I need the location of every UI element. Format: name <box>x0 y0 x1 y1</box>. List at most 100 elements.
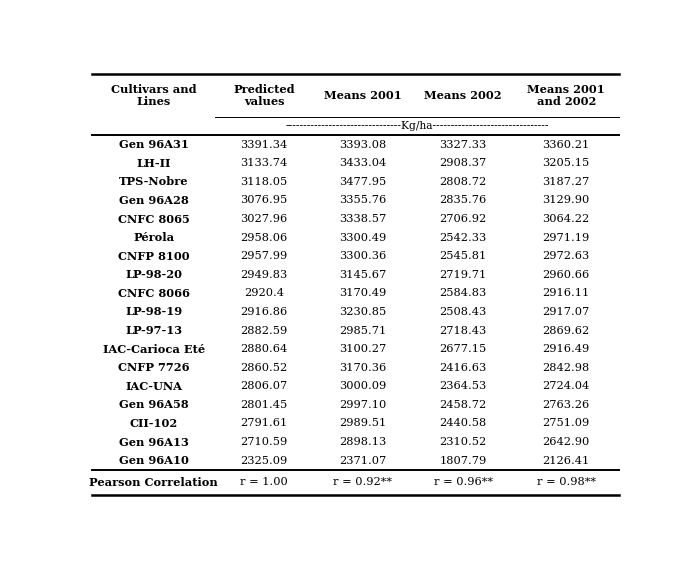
Text: IAC-UNA: IAC-UNA <box>125 381 183 392</box>
Text: 3300.49: 3300.49 <box>339 233 387 243</box>
Text: 2126.41: 2126.41 <box>543 455 590 466</box>
Text: 3360.21: 3360.21 <box>543 140 590 150</box>
Text: 2806.07: 2806.07 <box>240 381 287 391</box>
Text: 2508.43: 2508.43 <box>439 307 486 317</box>
Text: 2458.72: 2458.72 <box>439 400 486 410</box>
Text: Means 2001
and 2002: Means 2001 and 2002 <box>527 83 605 108</box>
Text: 2440.58: 2440.58 <box>439 418 486 428</box>
Text: 2916.49: 2916.49 <box>543 344 590 354</box>
Text: 3477.95: 3477.95 <box>339 177 387 187</box>
Text: 2677.15: 2677.15 <box>439 344 486 354</box>
Text: 3170.49: 3170.49 <box>339 288 387 298</box>
Text: 3205.15: 3205.15 <box>543 158 590 168</box>
Text: r = 0.98**: r = 0.98** <box>536 477 595 487</box>
Text: 3118.05: 3118.05 <box>240 177 287 187</box>
Text: 3064.22: 3064.22 <box>543 214 590 224</box>
Text: 3187.27: 3187.27 <box>543 177 590 187</box>
Text: 2989.51: 2989.51 <box>339 418 387 428</box>
Text: LP-98-19: LP-98-19 <box>125 306 183 318</box>
Text: CNFC 8065: CNFC 8065 <box>118 213 189 225</box>
Text: 2808.72: 2808.72 <box>439 177 486 187</box>
Text: 2763.26: 2763.26 <box>543 400 590 410</box>
Text: 2860.52: 2860.52 <box>240 363 287 373</box>
Text: 2706.92: 2706.92 <box>439 214 486 224</box>
Text: 2869.62: 2869.62 <box>543 325 590 336</box>
Text: 3145.67: 3145.67 <box>339 270 387 280</box>
Text: Cultivars and
Lines: Cultivars and Lines <box>111 83 196 108</box>
Text: 2880.64: 2880.64 <box>240 344 287 354</box>
Text: Means 2002: Means 2002 <box>424 90 502 101</box>
Text: CNFP 7726: CNFP 7726 <box>118 362 189 373</box>
Text: Pérola: Pérola <box>133 232 174 243</box>
Text: Means 2001: Means 2001 <box>324 90 402 101</box>
Text: 2917.07: 2917.07 <box>543 307 590 317</box>
Text: 3391.34: 3391.34 <box>240 140 287 150</box>
Text: 2719.71: 2719.71 <box>439 270 486 280</box>
Text: 2916.86: 2916.86 <box>240 307 287 317</box>
Text: 3230.85: 3230.85 <box>339 307 387 317</box>
Text: 2416.63: 2416.63 <box>439 363 486 373</box>
Text: 3076.95: 3076.95 <box>240 195 287 205</box>
Text: 2985.71: 2985.71 <box>339 325 387 336</box>
Text: 2972.63: 2972.63 <box>543 251 590 261</box>
Text: 1807.79: 1807.79 <box>439 455 486 466</box>
Text: Gen 96A13: Gen 96A13 <box>119 436 189 448</box>
Text: 3393.08: 3393.08 <box>339 140 387 150</box>
Text: 3327.33: 3327.33 <box>439 140 486 150</box>
Text: 2710.59: 2710.59 <box>240 437 287 447</box>
Text: 3170.36: 3170.36 <box>339 363 387 373</box>
Text: 2842.98: 2842.98 <box>543 363 590 373</box>
Text: 3433.04: 3433.04 <box>339 158 387 168</box>
Text: Gen 96A28: Gen 96A28 <box>119 195 189 206</box>
Text: LH-II: LH-II <box>137 158 171 169</box>
Text: 2584.83: 2584.83 <box>439 288 486 298</box>
Text: 3027.96: 3027.96 <box>240 214 287 224</box>
Text: CII-102: CII-102 <box>130 418 178 429</box>
Text: 2949.83: 2949.83 <box>240 270 287 280</box>
Text: CNFC 8066: CNFC 8066 <box>118 288 189 299</box>
Text: LP-97-13: LP-97-13 <box>125 325 183 336</box>
Text: 2545.81: 2545.81 <box>439 251 486 261</box>
Text: 2920.4: 2920.4 <box>244 288 284 298</box>
Text: 2916.11: 2916.11 <box>543 288 590 298</box>
Text: 2364.53: 2364.53 <box>439 381 486 391</box>
Text: 2958.06: 2958.06 <box>240 233 287 243</box>
Text: 2957.99: 2957.99 <box>240 251 287 261</box>
Text: 2310.52: 2310.52 <box>439 437 486 447</box>
Text: 2997.10: 2997.10 <box>339 400 387 410</box>
Text: TPS-Nobre: TPS-Nobre <box>119 176 189 187</box>
Text: 3355.76: 3355.76 <box>339 195 387 205</box>
Text: 2542.33: 2542.33 <box>439 233 486 243</box>
Text: Pearson Correlation: Pearson Correlation <box>90 477 218 488</box>
Text: r = 1.00: r = 1.00 <box>240 477 288 487</box>
Text: Gen 96A10: Gen 96A10 <box>119 455 189 466</box>
Text: IAC-Carioca Eté: IAC-Carioca Eté <box>103 343 205 355</box>
Text: 2960.66: 2960.66 <box>543 270 590 280</box>
Text: 3129.90: 3129.90 <box>543 195 590 205</box>
Text: 2898.13: 2898.13 <box>339 437 387 447</box>
Text: Gen 96A31: Gen 96A31 <box>119 139 189 150</box>
Text: 2908.37: 2908.37 <box>439 158 486 168</box>
Text: Predicted
values: Predicted values <box>233 83 295 108</box>
Text: 2801.45: 2801.45 <box>240 400 287 410</box>
Text: 2971.19: 2971.19 <box>543 233 590 243</box>
Text: 2371.07: 2371.07 <box>339 455 387 466</box>
Text: 2718.43: 2718.43 <box>439 325 486 336</box>
Text: --------------------------------Kg/ha--------------------------------: --------------------------------Kg/ha---… <box>285 121 549 131</box>
Text: 3300.36: 3300.36 <box>339 251 387 261</box>
Text: 3000.09: 3000.09 <box>339 381 387 391</box>
Text: 2835.76: 2835.76 <box>439 195 486 205</box>
Text: LP-98-20: LP-98-20 <box>125 269 183 280</box>
Text: 2791.61: 2791.61 <box>240 418 287 428</box>
Text: 3100.27: 3100.27 <box>339 344 387 354</box>
Text: Gen 96A58: Gen 96A58 <box>119 399 189 410</box>
Text: 2882.59: 2882.59 <box>240 325 287 336</box>
Text: CNFP 8100: CNFP 8100 <box>118 251 189 262</box>
Text: r = 0.96**: r = 0.96** <box>434 477 493 487</box>
Text: 2325.09: 2325.09 <box>240 455 287 466</box>
Text: r = 0.92**: r = 0.92** <box>333 477 392 487</box>
Text: 2642.90: 2642.90 <box>543 437 590 447</box>
Text: 3338.57: 3338.57 <box>339 214 387 224</box>
Text: 2724.04: 2724.04 <box>543 381 590 391</box>
Text: 3133.74: 3133.74 <box>240 158 287 168</box>
